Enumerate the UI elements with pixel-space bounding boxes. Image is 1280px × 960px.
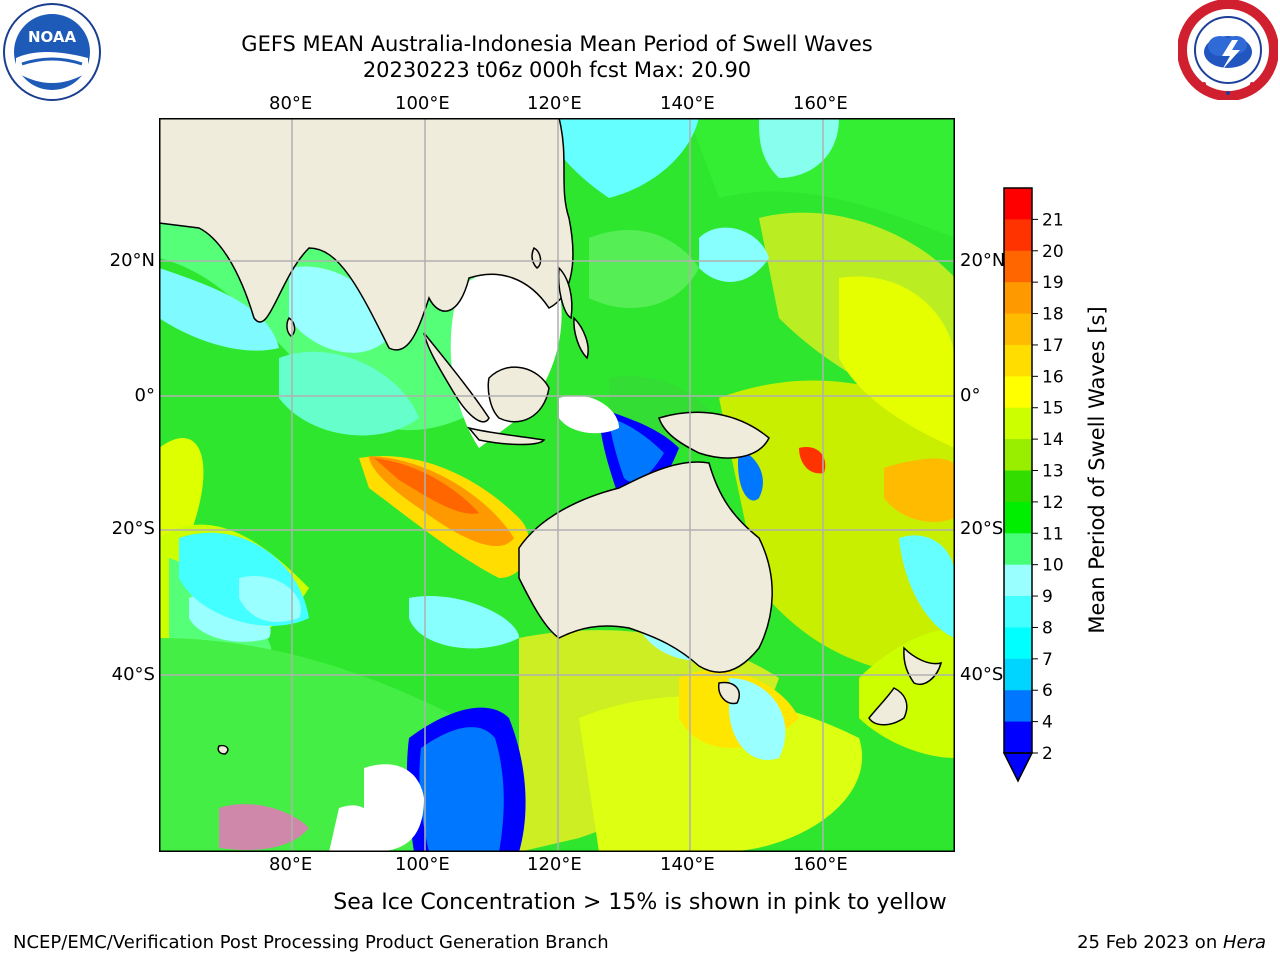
lat-label: 20°N <box>960 250 1006 271</box>
colorbar-segment <box>1004 627 1032 660</box>
colorbar-tick-label: 14 <box>1042 430 1064 450</box>
colorbar-tick-label: 4 <box>1042 713 1053 733</box>
colorbar-segment <box>1004 596 1032 628</box>
lon-label: 80°E <box>269 93 313 114</box>
graticule <box>159 118 955 852</box>
colorbar-tick-label: 10 <box>1042 556 1064 576</box>
colorbar-segment <box>1004 313 1032 346</box>
lon-label: 100°E <box>395 93 450 114</box>
colorbar-segment <box>1004 407 1032 440</box>
lon-label: 100°E <box>395 854 450 875</box>
colorbar-tick-label: 6 <box>1042 681 1053 701</box>
lat-label: 40°S <box>960 664 1004 685</box>
colorbar-tick-label: 18 <box>1042 305 1064 325</box>
map-border <box>159 118 955 852</box>
map-frame <box>159 118 955 852</box>
colorbar-label: Mean Period of Swell Waves [s] <box>1085 306 1109 634</box>
lon-labels-top: 80°E 100°E 120°E 140°E 160°E <box>0 93 1280 115</box>
lon-label: 80°E <box>269 854 313 875</box>
colorbar-tick-label: 16 <box>1042 367 1064 387</box>
lat-label: 0° <box>134 385 155 406</box>
sea-ice-caption: Sea Ice Concentration > 15% is shown in … <box>333 890 947 915</box>
colorbar-tick-label: 17 <box>1042 336 1064 356</box>
colorbar-tick-label: 15 <box>1042 399 1064 419</box>
lon-label: 140°E <box>660 854 715 875</box>
lat-labels-left: 20°N 0° 20°S 40°S <box>0 0 160 960</box>
colorbar-segment <box>1004 690 1032 723</box>
colorbar-extend-arrow <box>1002 752 1034 783</box>
colorbar-segment <box>1004 470 1032 503</box>
colorbar-segment <box>1004 501 1032 534</box>
colorbar-tick-label: 9 <box>1042 587 1053 607</box>
lon-label: 140°E <box>660 93 715 114</box>
lat-label: 20°S <box>111 518 155 539</box>
lon-label: 160°E <box>793 93 848 114</box>
lon-labels-bottom: 80°E 100°E 120°E 140°E 160°E <box>0 854 1280 876</box>
colorbar-segment <box>1004 564 1032 597</box>
colorbar-tick-label: 13 <box>1042 462 1064 482</box>
colorbar-tick-label: 21 <box>1042 210 1064 230</box>
noaa-logo: NOAA <box>3 3 101 101</box>
land-masses <box>159 118 943 755</box>
lat-label: 40°S <box>111 664 155 685</box>
lat-labels-right: 20°N 0° 20°S 40°S <box>958 0 1018 960</box>
lat-label: 0° <box>960 385 981 406</box>
colorbar-tick-label: 8 <box>1042 618 1053 638</box>
footer-right: 25 Feb 2023 on Hera <box>1077 932 1266 953</box>
colorbar-tick-label: 12 <box>1042 493 1064 513</box>
nws-logo <box>1178 0 1278 100</box>
lon-label: 120°E <box>527 854 582 875</box>
colorbar-tick-label: 19 <box>1042 273 1064 293</box>
colorbar-segment <box>1004 282 1032 315</box>
colorbar-segment <box>1004 376 1032 409</box>
colorbar-segment <box>1004 250 1032 283</box>
colorbar-tick-label: 7 <box>1042 650 1053 670</box>
colorbar-tick-label: 20 <box>1042 242 1064 262</box>
noaa-logo-text: NOAA <box>28 28 77 46</box>
colorbar-segment <box>1004 439 1032 471</box>
colorbar-tick-label: 11 <box>1042 524 1064 544</box>
colorbar-segment <box>1004 188 1032 220</box>
colorbar-segment <box>1004 219 1032 252</box>
colorbar-segment <box>1004 721 1032 754</box>
lat-label: 20°S <box>960 518 1004 539</box>
colorbar-tick-label: 2 <box>1042 744 1053 764</box>
colorbar: 2 4 6 7 8 9 10 11 12 13 14 15 16 17 18 19 20 21 <box>1002 187 1064 783</box>
chart-subtitle: 20230223 t06z 000h fcst Max: 20.90 <box>362 58 752 82</box>
chart-title: GEFS MEAN Australia-Indonesia Mean Perio… <box>241 32 873 56</box>
colorbar-segment <box>1004 658 1032 691</box>
lon-label: 120°E <box>527 93 582 114</box>
colorbar-segment <box>1004 344 1032 377</box>
lat-label: 20°N <box>109 250 155 271</box>
footer-host: Hera <box>1222 932 1266 953</box>
footer-date: 25 Feb 2023 on <box>1077 932 1223 953</box>
footer-left: NCEP/EMC/Verification Post Processing Pr… <box>13 932 609 953</box>
colorbar-segment <box>1004 533 1032 566</box>
lon-label: 160°E <box>793 854 848 875</box>
